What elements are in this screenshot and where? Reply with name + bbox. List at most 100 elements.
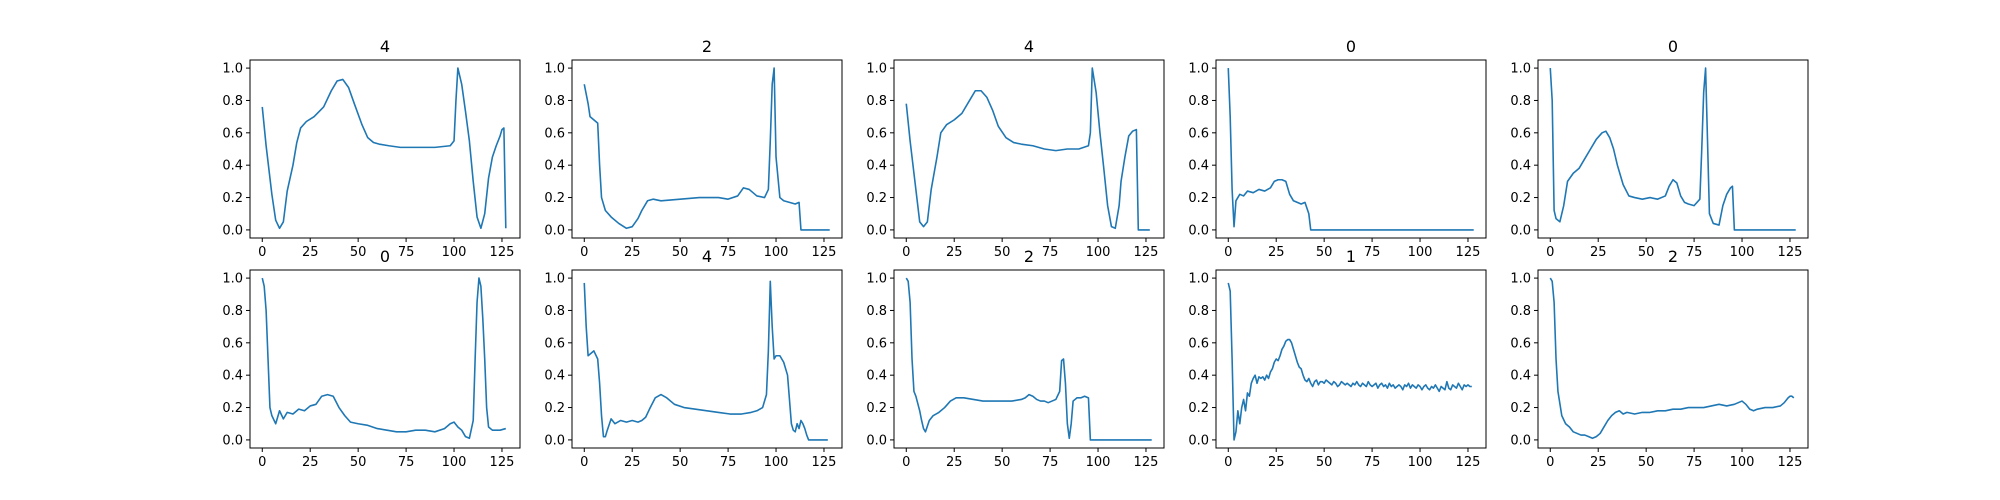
- y-tick-label: 0.0: [866, 223, 887, 238]
- x-tick-label: 25: [302, 455, 319, 470]
- y-tick-label: 0.2: [544, 401, 565, 416]
- x-tick-label: 25: [302, 245, 319, 260]
- x-tick-label: 25: [1590, 245, 1607, 260]
- y-tick-label: 0.8: [544, 94, 565, 109]
- subplot-10: 2 0.0 0.2 0.4 0.6 0.8 1.0 0 25 50 75 100 125: [1510, 247, 1809, 470]
- y-tick-label: 0.8: [866, 304, 887, 319]
- x-tick-label: 50: [1638, 455, 1655, 470]
- x-tick-label: 50: [672, 245, 689, 260]
- x-tick-label: 75: [1042, 455, 1059, 470]
- subplot-1: 4 0.0 0.2 0.4 0.6 0.8 1.0 0 25 50 75 100 125: [222, 37, 521, 260]
- x-tick-label: 100: [1730, 245, 1755, 260]
- y-tick-label: 0.2: [1188, 401, 1209, 416]
- y-tick-label: 0.6: [866, 336, 887, 351]
- y-tick-label: 1.0: [1510, 272, 1531, 287]
- x-tick-label: 50: [994, 245, 1011, 260]
- x-tick-label: 0: [258, 245, 266, 260]
- y-tick-label: 0.6: [222, 126, 243, 141]
- x-tick-label: 100: [1086, 245, 1111, 260]
- axes-frame: [893, 269, 1165, 449]
- x-tick-label: 25: [1590, 455, 1607, 470]
- x-tick-label: 75: [720, 245, 737, 260]
- y-tick-label: 0.2: [222, 401, 243, 416]
- y-tick-label: 0.4: [1510, 159, 1531, 174]
- x-tick-label: 125: [1134, 455, 1159, 470]
- y-tick-label: 0.4: [866, 159, 887, 174]
- x-tick-label: 75: [1364, 455, 1381, 470]
- y-tick-label: 1.0: [866, 62, 887, 77]
- x-tick-label: 125: [812, 245, 837, 260]
- subplot-5: 0 0.0 0.2 0.4 0.6 0.8 1.0 0 25 50 75 100 125: [1510, 37, 1809, 260]
- x-tick-label: 75: [1686, 245, 1703, 260]
- x-tick-label: 75: [398, 455, 415, 470]
- x-tick-label: 25: [624, 455, 641, 470]
- x-tick-label: 50: [350, 245, 367, 260]
- x-tick-label: 125: [1456, 455, 1481, 470]
- series-line: [1227, 68, 1474, 231]
- y-tick-label: 0.4: [1188, 159, 1209, 174]
- y-tick-label: 0.8: [1188, 304, 1209, 319]
- y-tick-label: 0.4: [1188, 369, 1209, 384]
- axes-frame: [1537, 59, 1809, 239]
- y-tick-label: 0.6: [544, 126, 565, 141]
- subplot-title: 2: [702, 37, 712, 56]
- y-tick-label: 0.8: [222, 304, 243, 319]
- subplot-3: 4 0.0 0.2 0.4 0.6 0.8 1.0 0 25 50 75 100 125: [866, 37, 1165, 260]
- subplot-title: 2: [1024, 247, 1034, 266]
- series-line: [583, 67, 830, 231]
- x-tick-label: 50: [1316, 245, 1333, 260]
- subplot-4: 0 0.0 0.2 0.4 0.6 0.8 1.0 0 25 50 75 100 125: [1188, 37, 1487, 260]
- y-tick-label: 0.2: [544, 191, 565, 206]
- y-tick-label: 0.8: [866, 94, 887, 109]
- x-tick-label: 50: [994, 455, 1011, 470]
- y-tick-label: 0.6: [1510, 126, 1531, 141]
- x-tick-label: 50: [672, 455, 689, 470]
- x-tick-label: 100: [442, 455, 467, 470]
- x-tick-label: 25: [624, 245, 641, 260]
- x-tick-label: 0: [580, 455, 588, 470]
- y-tick-label: 0.8: [1510, 94, 1531, 109]
- x-tick-label: 100: [442, 245, 467, 260]
- x-tick-label: 100: [1086, 455, 1111, 470]
- x-tick-label: 125: [1456, 245, 1481, 260]
- subplot-2: 2 0.0 0.2 0.4 0.6 0.8 1.0 0 25 50 75 100 125: [544, 37, 843, 260]
- x-tick-label: 50: [350, 455, 367, 470]
- subplot-9: 1 0.0 0.2 0.4 0.6 0.8 1.0 0 25 50 75 100 125: [1188, 247, 1487, 470]
- x-tick-label: 0: [1224, 455, 1232, 470]
- y-tick-label: 1.0: [222, 272, 243, 287]
- axes-frame: [571, 59, 843, 239]
- x-tick-label: 75: [1042, 245, 1059, 260]
- subplot-8: 2 0.0 0.2 0.4 0.6 0.8 1.0 0 25 50 75 100 125: [866, 247, 1165, 470]
- y-tick-label: 0.2: [1510, 191, 1531, 206]
- y-tick-label: 0.4: [544, 369, 565, 384]
- axes-frame: [1537, 269, 1809, 449]
- x-tick-label: 100: [764, 245, 789, 260]
- y-tick-label: 0.0: [866, 433, 887, 448]
- x-tick-label: 0: [902, 245, 910, 260]
- x-tick-label: 125: [1134, 245, 1159, 260]
- x-tick-label: 125: [1778, 455, 1803, 470]
- x-tick-label: 75: [1686, 455, 1703, 470]
- y-tick-label: 0.4: [222, 369, 243, 384]
- x-tick-label: 125: [1778, 245, 1803, 260]
- x-tick-label: 100: [764, 455, 789, 470]
- x-tick-label: 100: [1730, 455, 1755, 470]
- y-tick-label: 0.4: [222, 159, 243, 174]
- y-tick-label: 0.0: [222, 223, 243, 238]
- x-tick-label: 75: [398, 245, 415, 260]
- x-tick-label: 75: [720, 455, 737, 470]
- series-line: [905, 67, 1150, 231]
- y-tick-label: 1.0: [1188, 62, 1209, 77]
- x-tick-label: 0: [1224, 245, 1232, 260]
- x-tick-label: 0: [902, 455, 910, 470]
- series-line: [261, 277, 507, 440]
- y-tick-label: 0.0: [544, 223, 565, 238]
- subplot-7: 4 0.0 0.2 0.4 0.6 0.8 1.0 0 25 50 75 100 125: [544, 247, 843, 470]
- x-tick-label: 0: [1546, 245, 1554, 260]
- series-line: [1227, 282, 1472, 441]
- x-tick-label: 25: [946, 245, 963, 260]
- y-tick-label: 0.0: [222, 433, 243, 448]
- y-tick-label: 1.0: [544, 62, 565, 77]
- subplot-title: 1: [1346, 247, 1356, 266]
